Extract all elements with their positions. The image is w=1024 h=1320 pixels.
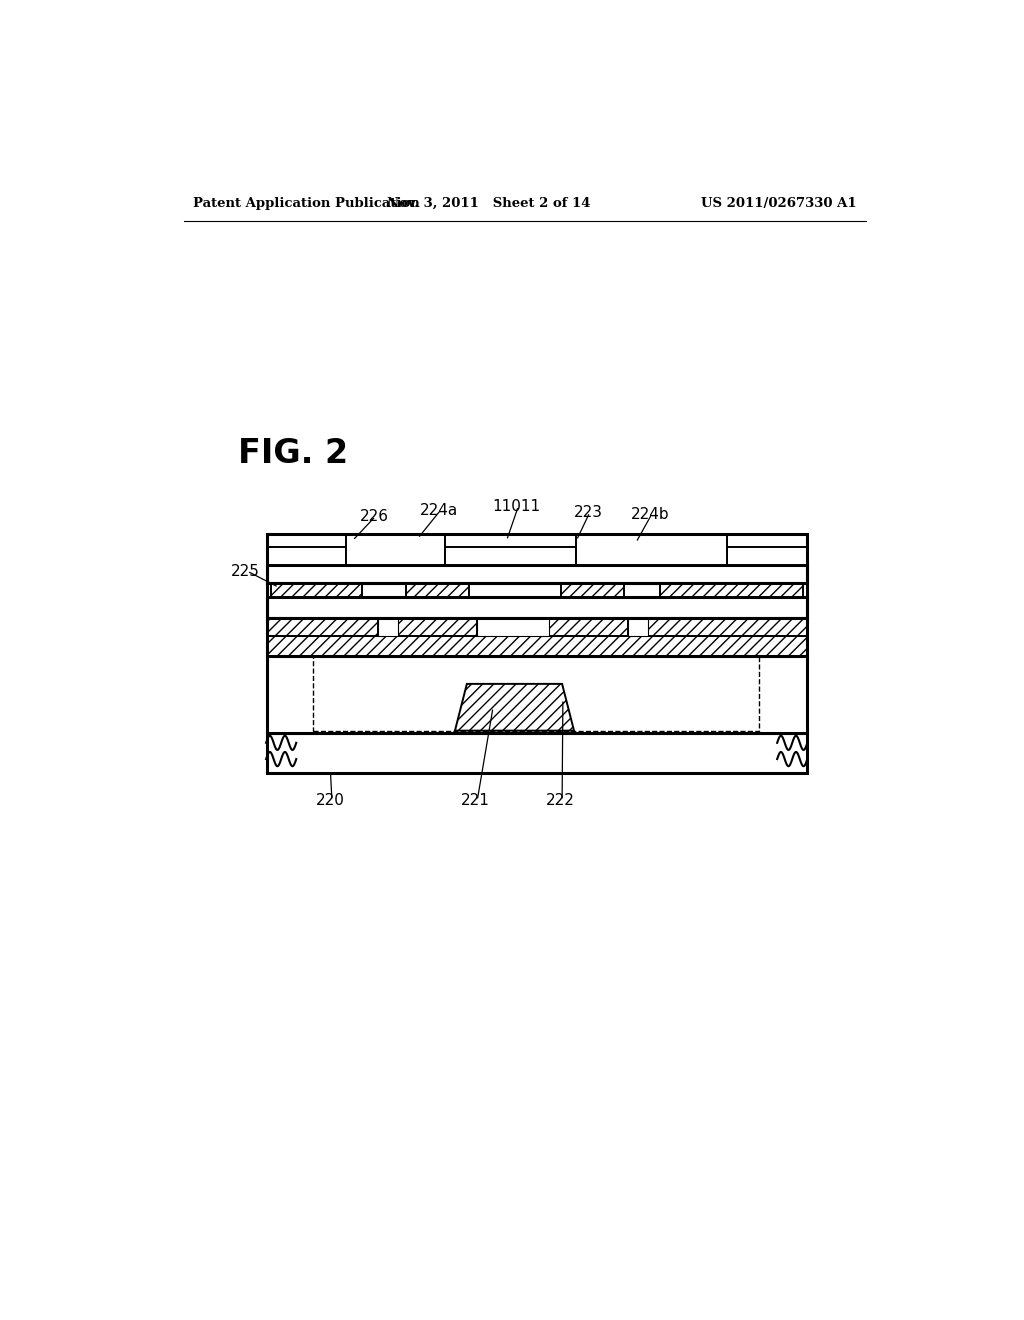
Bar [549,618,628,636]
Text: 225: 225 [231,564,260,578]
Text: Nov. 3, 2011   Sheet 2 of 14: Nov. 3, 2011 Sheet 2 of 14 [387,197,591,210]
Text: 221: 221 [461,793,490,808]
Bar [560,583,624,598]
Text: US 2011/0267330 A1: US 2011/0267330 A1 [700,197,856,210]
Bar [659,583,803,598]
Bar [346,535,445,565]
Bar [727,546,807,565]
Bar [477,618,549,636]
Text: 226: 226 [359,508,388,524]
Bar [267,733,807,774]
Bar [378,618,398,636]
Bar [648,618,807,636]
Bar [406,583,469,598]
Text: 11011: 11011 [493,499,541,513]
Bar [270,583,362,598]
Bar [577,535,727,565]
Text: 222: 222 [546,793,574,808]
Bar [313,656,759,731]
Bar [267,598,807,618]
Text: 223: 223 [573,504,603,520]
Bar [397,618,477,636]
Text: FIG. 2: FIG. 2 [238,437,347,470]
Bar [267,656,807,733]
Bar [267,636,807,656]
Bar [267,546,346,565]
Text: 224b: 224b [631,507,670,521]
Bar [267,618,378,636]
Text: 220: 220 [316,793,345,808]
Bar [628,618,648,636]
Text: 224a: 224a [420,503,458,517]
Polygon shape [455,684,574,731]
Text: Patent Application Publication: Patent Application Publication [194,197,420,210]
Bar [445,546,577,565]
Bar [267,535,807,656]
Bar [267,565,807,583]
